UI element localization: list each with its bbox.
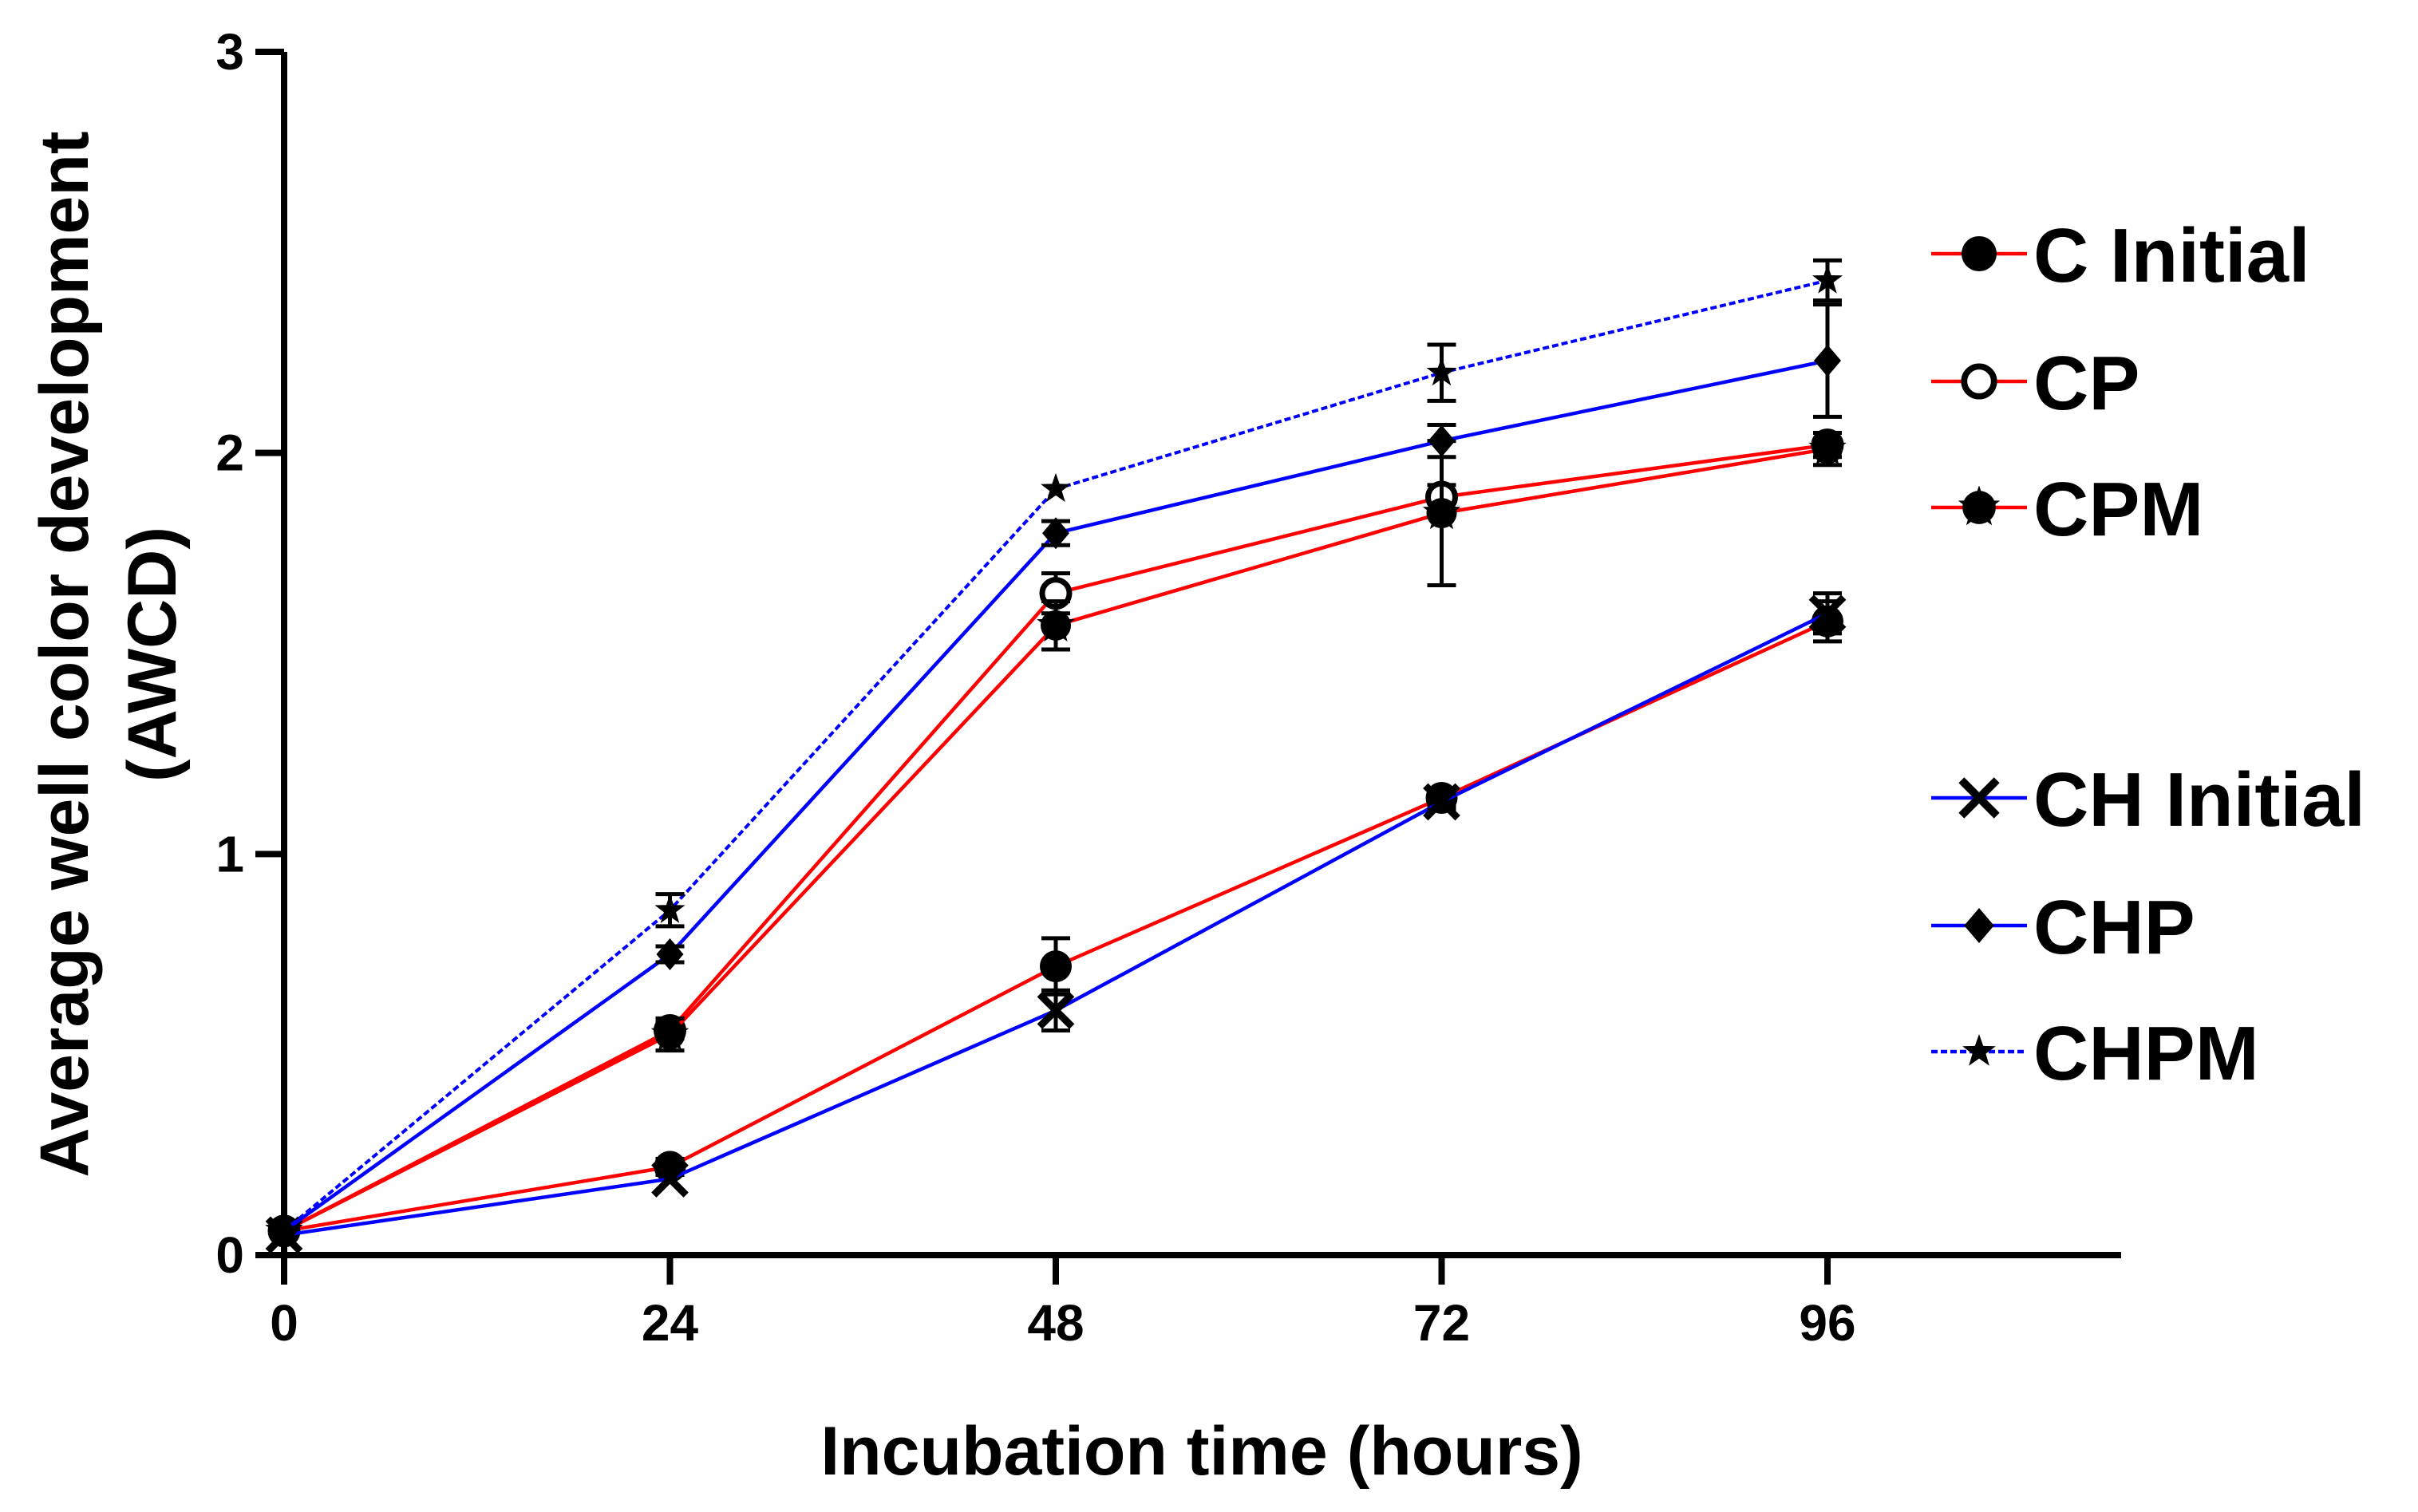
- data-point-c-initial-48: [1040, 950, 1072, 983]
- legend-marker-ch-initial: [1958, 777, 2000, 819]
- series-c-initial: [268, 599, 1843, 1247]
- series-cpm: [265, 428, 1847, 1248]
- legend-item-chpm: CHPM: [1931, 1011, 2259, 1096]
- data-point-cpm-72: [1422, 493, 1461, 530]
- legend-marker-cpm: [1958, 485, 2001, 526]
- legend-label-cp: CP: [2033, 341, 2139, 426]
- series-line-chpm: [282, 278, 1828, 1233]
- data-point-ch-initial-72: [1423, 783, 1460, 821]
- data-point-cpm-24: [650, 1014, 689, 1051]
- legend-marker-cp: [1961, 363, 1997, 400]
- data-point-chp-24: [656, 938, 684, 970]
- x-tick-label-48: 48: [1027, 1294, 1084, 1352]
- y-tick-label-0: 0: [215, 1226, 244, 1284]
- data-point-chpm-72: [1426, 357, 1457, 386]
- x-tick-label-72: 72: [1413, 1294, 1470, 1352]
- series-chp: [271, 302, 1842, 1247]
- ticks-layer: 0 1 2 3 0 24 48 72 96: [215, 23, 1855, 1352]
- legend-item-c-initial: C Initial: [1931, 213, 2310, 298]
- legend-label-cpm: CPM: [2033, 467, 2203, 552]
- series-ch-initial: [265, 591, 1847, 1254]
- legend: C Initial CP CPM CH Initial CHP CHPM: [1931, 213, 2365, 1096]
- data-point-chp-72: [1428, 424, 1456, 457]
- data-point-chp-48: [1042, 517, 1069, 550]
- x-tick-label-0: 0: [270, 1294, 298, 1352]
- legend-marker-chp: [1964, 908, 1994, 943]
- legend-label-chpm: CHPM: [2033, 1011, 2259, 1096]
- series-cp: [267, 428, 1844, 1248]
- data-point-chpm-24: [654, 894, 685, 923]
- series-line-c-initial: [283, 619, 1828, 1234]
- data-point-chpm-48: [1041, 472, 1071, 503]
- legend-label-c-initial: C Initial: [2033, 213, 2310, 298]
- data-point-chpm-96: [1812, 264, 1843, 294]
- data-point-chp-96: [1814, 345, 1841, 377]
- series-layer: [265, 258, 1847, 1254]
- legend-marker-chpm: [1962, 1034, 1996, 1066]
- legend-marker-c-initial: [1962, 236, 1997, 271]
- series-line-ch-initial: [283, 611, 1828, 1238]
- y-axis-title-line1: Average well color development: [26, 131, 103, 1177]
- legend-item-chp: CHP: [1931, 885, 2195, 970]
- x-tick-label-96: 96: [1799, 1294, 1855, 1352]
- legend-label-ch-initial: CH Initial: [2033, 757, 2365, 843]
- legend-item-ch-initial: CH Initial: [1931, 757, 2365, 843]
- x-tick-label-24: 24: [642, 1294, 699, 1352]
- series-line-cpm: [282, 447, 1828, 1233]
- data-point-ch-initial-96: [1808, 594, 1847, 633]
- y-tick-label-3: 3: [215, 23, 244, 81]
- data-point-ch-initial-24: [651, 1160, 689, 1198]
- y-tick-label-1: 1: [215, 825, 244, 882]
- x-axis-title: Incubation time (hours): [820, 1413, 1583, 1490]
- data-point-cpm-96: [1808, 428, 1847, 465]
- legend-item-cpm: CPM: [1931, 467, 2203, 552]
- data-point-ch-initial-48: [1037, 992, 1075, 1029]
- y-tick-label-2: 2: [215, 424, 244, 482]
- legend-item-cp: CP: [1931, 341, 2139, 426]
- y-axis-title-line2: (AWCD): [114, 527, 191, 782]
- legend-label-chp: CHP: [2033, 885, 2195, 970]
- data-point-cpm-48: [1037, 605, 1075, 642]
